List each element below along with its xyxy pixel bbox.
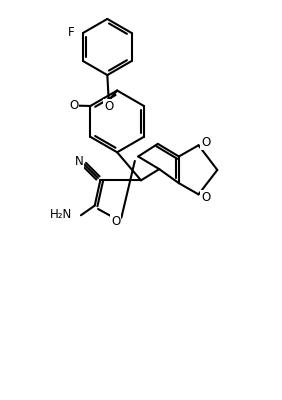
Text: F: F (68, 26, 75, 39)
Text: O: O (69, 99, 78, 112)
Text: H₂N: H₂N (50, 208, 72, 221)
Text: N: N (74, 155, 83, 168)
Text: O: O (111, 215, 120, 228)
Text: O: O (201, 136, 210, 149)
Text: O: O (201, 191, 210, 204)
Text: O: O (104, 100, 113, 113)
